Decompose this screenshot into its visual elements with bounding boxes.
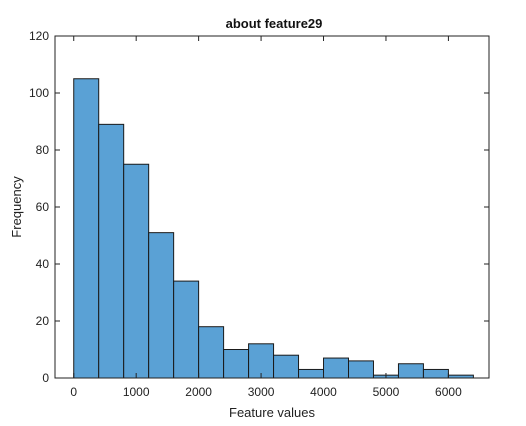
y-tick-label: 40 [36,257,50,271]
histogram-bar [273,354,300,379]
histogram-bar [422,368,449,379]
histogram-bar [148,232,175,379]
histogram-bar [347,360,374,379]
y-tick-label: 60 [36,200,50,214]
x-axis-ticks: 0 1000 2000 3000 4000 5000 6000 [70,36,462,399]
histogram-bar [173,280,200,379]
x-tick-label: 4000 [310,385,337,399]
chart-title: about feature29 [226,16,323,31]
x-tick-label: 3000 [248,385,275,399]
histogram-bar [298,368,325,379]
histogram-bar [123,163,150,379]
x-tick-label: 6000 [435,385,462,399]
histogram-bar [323,357,349,379]
histogram-bar [248,343,275,379]
bars-group [73,78,474,379]
x-tick-label: 2000 [185,385,212,399]
y-tick-label: 0 [42,371,49,385]
x-axis-label: Feature values [229,405,315,420]
y-tick-label: 100 [29,86,49,100]
histogram-bar [73,78,100,379]
histogram-bar [98,123,125,379]
x-tick-label: 5000 [373,385,400,399]
y-tick-label: 20 [36,314,50,328]
histogram-bar [223,349,250,379]
y-tick-label: 80 [36,143,50,157]
x-tick-label: 0 [70,385,77,399]
histogram-bar [397,363,424,379]
x-tick-label: 1000 [123,385,150,399]
y-axis-label: Frequency [9,176,24,238]
histogram-bar [198,326,225,379]
y-tick-label: 120 [29,29,49,43]
y-axis-ticks: 0 20 40 60 80 100 120 [29,29,489,385]
